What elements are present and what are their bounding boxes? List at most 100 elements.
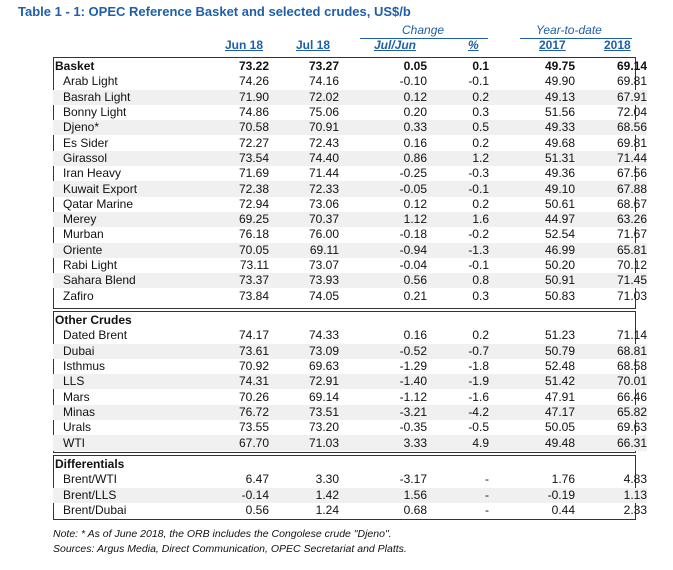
cell-value: 65.82 (575, 404, 647, 421)
cell-value (269, 313, 339, 328)
row-label: Other Crudes (55, 313, 132, 328)
cell-value: 0.3 (472, 105, 489, 120)
cell-value: -0.3 (468, 166, 489, 181)
row-label: Girassol (53, 150, 223, 167)
cell-value: -0.10 (399, 74, 427, 89)
row-label: Dated Brent (63, 328, 128, 343)
cell-value: 51.31 (489, 150, 575, 167)
cell-value: 49.90 (544, 74, 575, 89)
table-row: Bonny Light 74.86 75.06 0.20 0.3 51.56 72.04 (53, 105, 647, 120)
cell-value: 71.45 (575, 273, 647, 289)
cell-value: 72.91 (269, 374, 339, 390)
cell-value: 66.31 (575, 435, 647, 451)
cell-value: 4.9 (427, 435, 489, 451)
row-label: Brent/Dubai (63, 503, 127, 518)
cell-value: 0.44 (551, 503, 575, 518)
row-label: Basket (55, 59, 95, 74)
col-header-jun18: Jun 18 (225, 38, 264, 52)
cell-value: 72.43 (308, 135, 339, 150)
row-label: Differentials (55, 457, 125, 472)
row-label: Merey (53, 211, 223, 228)
table-row: Basrah Light 71.90 72.02 0.12 0.2 49.13 67.91 (53, 89, 647, 105)
table-row: Merey 69.25 70.37 1.12 1.6 44.97 63.26 (53, 211, 647, 228)
basket-table: Basket 73.22 73.27 0.05 0.1 49.75 69.14 Arab Li… (53, 59, 647, 304)
cell-value: -0.2 (468, 227, 489, 242)
cell-value: 47.91 (544, 389, 575, 404)
cell-value: 0.56 (339, 273, 427, 289)
table-row: Oriente 70.05 69.11 -0.94 -1.3 46.99 65.81 (53, 242, 647, 258)
cell-value: 49.36 (544, 166, 575, 181)
cell-value: 52.48 (544, 359, 575, 374)
cell-value: 70.26 (238, 389, 269, 404)
cell-value: 70.92 (238, 359, 269, 374)
cell-value: 67.91 (575, 89, 647, 105)
cell-value (489, 313, 575, 328)
cell-value: 49.33 (489, 120, 575, 136)
cell-value: 76.72 (223, 404, 269, 421)
cell-value: -0.5 (468, 420, 489, 435)
row-label: Murban (63, 227, 104, 242)
cell-value: 51.23 (544, 328, 575, 343)
cell-value: 1.24 (315, 503, 339, 518)
cell-value: 0.12 (339, 89, 427, 105)
cell-value: 73.55 (238, 420, 269, 435)
cell-value: - (485, 472, 489, 487)
cell-value: 69.81 (616, 74, 647, 89)
cell-value: 72.33 (269, 181, 339, 197)
cell-value: 0.86 (339, 150, 427, 167)
row-label: Arab Light (63, 74, 118, 89)
cell-value (223, 313, 269, 328)
cell-value: 3.33 (339, 435, 427, 451)
cell-value: 1.76 (551, 472, 575, 487)
table-row: Zafiro 73.84 74.05 0.21 0.3 50.83 71.03 (53, 288, 647, 303)
table-row: Qatar Marine 72.94 73.06 0.12 0.2 50.61 68.67 (53, 197, 647, 212)
cell-value: 0.1 (472, 59, 489, 74)
cell-value: -1.8 (468, 359, 489, 374)
cell-value: 73.93 (269, 273, 339, 289)
cell-value: 66.46 (616, 389, 647, 404)
cell-value: 0.2 (427, 89, 489, 105)
cell-value: 0.68 (403, 503, 427, 518)
cell-value: 73.84 (238, 288, 269, 303)
cell-value: -1.6 (468, 389, 489, 404)
table-row: Dated Brent 74.17 74.33 0.16 0.2 51.23 71.14 (53, 328, 647, 343)
table-row: Dubai 73.61 73.09 -0.52 -0.7 50.79 68.81 (53, 343, 647, 359)
cell-value: 0.20 (403, 105, 427, 120)
cell-value: 73.20 (308, 420, 339, 435)
cell-value: 1.56 (339, 487, 427, 503)
cell-value: 0.16 (403, 135, 427, 150)
cell-value: 72.94 (238, 196, 269, 211)
cell-value: 71.03 (616, 288, 647, 303)
cell-value: 0.16 (403, 328, 427, 343)
cell-value: 0.2 (472, 328, 489, 343)
cell-value: 49.68 (544, 135, 575, 150)
cell-value: 70.12 (616, 258, 647, 272)
table-row: Mars 70.26 69.14 -1.12 -1.6 47.91 66.46 (53, 389, 647, 404)
table-row: Urals 73.55 73.20 -0.35 -0.5 50.05 69.63 (53, 420, 647, 435)
table-row: Rabi Light 73.11 73.07 -0.04 -0.1 50.20 70.12 (53, 258, 647, 273)
cell-value: -0.1 (427, 181, 489, 197)
cell-value: 73.61 (223, 343, 269, 359)
cell-value: -3.21 (339, 404, 427, 421)
cell-value: 50.20 (544, 258, 575, 272)
cell-value: 0.3 (472, 288, 489, 303)
row-label: Zafiro (63, 288, 94, 303)
cell-value: -0.04 (399, 258, 427, 272)
cell-value: 71.67 (616, 227, 647, 242)
other-crudes-table: Other Crudes Dated Brent 74.17 74.33 0.16 0.2… (53, 313, 647, 451)
row-label: LLS (53, 374, 223, 390)
cell-value: 50.61 (544, 196, 575, 211)
cell-value (223, 457, 269, 472)
change-group-rule (360, 38, 488, 39)
row-label: Basrah Light (53, 89, 223, 105)
col-header-2018: 2018 (604, 38, 631, 52)
col-header-change: Jul/Jun (374, 38, 417, 52)
cell-value: -3.17 (399, 472, 427, 487)
cell-value: -1.29 (399, 359, 427, 374)
cell-value: 73.51 (269, 404, 339, 421)
table-row: LLS 74.31 72.91 -1.40 -1.9 51.42 70.01 (53, 374, 647, 390)
cell-value: 0.2 (472, 196, 489, 211)
cell-value: 74.16 (308, 74, 339, 89)
cell-value: 49.10 (489, 181, 575, 197)
cell-value: 73.09 (269, 343, 339, 359)
